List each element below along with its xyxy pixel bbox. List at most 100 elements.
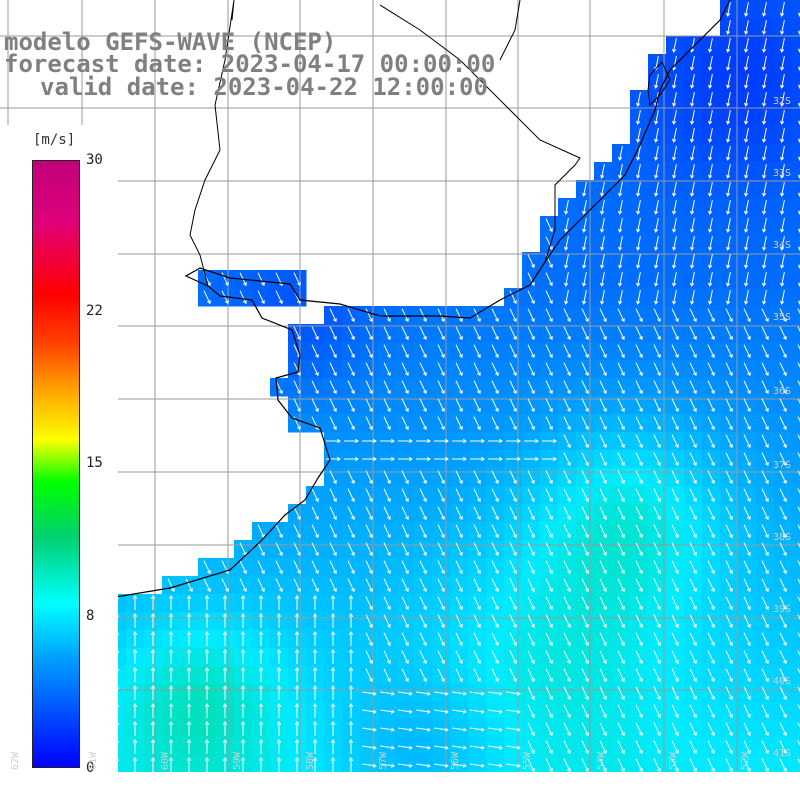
wind-arrow: [545, 560, 553, 575]
wind-arrow: [330, 685, 336, 700]
wind-arrow: [240, 757, 246, 772]
wind-arrow: [707, 758, 715, 772]
wind-arrow: [779, 668, 787, 683]
lat-label: 37S: [773, 460, 792, 471]
wind-arrow: [779, 614, 787, 629]
wind-arrow: [545, 722, 553, 737]
wind-arrow: [671, 686, 679, 701]
wind-arrow: [635, 506, 643, 521]
wind-arrow: [150, 739, 156, 754]
forecast-date: forecast date: 2023-04-17 00:00:00: [4, 50, 496, 78]
wind-arrow: [689, 542, 697, 557]
wind-arrow: [563, 596, 571, 611]
wind-arrow: [239, 290, 247, 305]
wind-arrow: [330, 631, 336, 646]
wind-arrow: [671, 326, 679, 341]
wind-arrow: [563, 578, 571, 593]
wind-arrow: [563, 470, 571, 485]
wind-arrow: [743, 740, 751, 755]
wind-arrow: [726, 38, 731, 53]
wind-arrow: [294, 703, 300, 718]
wind-arrow: [779, 758, 787, 772]
wind-arrow: [491, 614, 499, 629]
wind-arrow: [725, 650, 733, 665]
wind-arrow: [186, 613, 192, 628]
wind-arrow: [779, 326, 787, 341]
wind-arrow: [311, 578, 319, 593]
wind-arrow: [635, 308, 643, 323]
wind-arrow: [383, 416, 391, 431]
wind-arrow: [311, 362, 319, 377]
wind-arrow: [362, 763, 377, 768]
wind-arrow: [761, 668, 769, 683]
wind-arrow: [294, 685, 300, 700]
wind-arrow: [726, 182, 731, 197]
wind-arrow: [563, 524, 571, 539]
wind-arrow: [797, 326, 800, 333]
wind-arrow: [276, 613, 282, 628]
wind-arrow: [347, 380, 355, 395]
wind-map[interactable]: [0, 0, 800, 772]
wind-arrow: [797, 416, 800, 423]
wind-arrow: [563, 416, 571, 431]
wind-arrow: [398, 438, 413, 444]
wind-arrow: [617, 722, 625, 737]
wind-speed-cell: [792, 648, 800, 667]
wind-arrow: [690, 200, 695, 215]
wind-arrow: [797, 614, 800, 621]
wind-arrow: [401, 398, 409, 413]
colorbar-tick-22: 22: [86, 303, 103, 319]
wind-arrow: [401, 416, 409, 431]
wind-arrow: [276, 757, 282, 772]
wind-arrow: [581, 326, 589, 341]
wind-arrow: [473, 344, 481, 359]
wind-arrow: [617, 524, 625, 539]
wind-arrow: [581, 416, 589, 431]
wind-arrow: [312, 721, 318, 736]
wind-speed-cell: [792, 414, 800, 433]
wind-arrow: [762, 38, 767, 53]
wind-arrow: [780, 236, 785, 251]
wind-arrow: [293, 326, 301, 341]
wind-arrow: [509, 578, 517, 593]
wind-arrow: [398, 691, 413, 696]
wind-arrow: [222, 685, 228, 700]
wind-arrow: [761, 560, 769, 575]
wind-arrow: [506, 438, 521, 444]
wind-arrow: [452, 456, 467, 462]
wind-arrow: [506, 745, 521, 750]
wind-arrow: [600, 164, 605, 179]
wind-arrow: [779, 308, 787, 323]
wind-arrow: [779, 596, 787, 611]
wind-arrow: [222, 613, 228, 628]
wind-arrow: [725, 398, 733, 413]
wind-arrow: [743, 542, 751, 557]
wind-speed-cell: [792, 612, 800, 631]
wind-arrow: [437, 560, 445, 575]
wind-speed-cell: [738, 756, 757, 772]
wind-arrow: [527, 632, 535, 647]
wind-arrow: [599, 560, 607, 575]
wind-arrow: [527, 308, 535, 323]
wind-arrow: [383, 596, 391, 611]
wind-arrow: [380, 438, 395, 444]
wind-arrow: [330, 739, 336, 754]
wind-arrow: [743, 326, 751, 341]
wind-arrow: [636, 272, 641, 287]
wind-arrow: [509, 488, 517, 503]
wind-arrow: [636, 110, 641, 125]
wind-speed-cell: [792, 432, 800, 451]
wind-arrow: [581, 362, 589, 377]
wind-arrow: [437, 596, 445, 611]
wind-arrow: [671, 578, 679, 593]
wind-arrow: [653, 344, 661, 359]
wind-arrow: [779, 470, 787, 485]
wind-arrow: [257, 290, 265, 305]
wind-arrow: [330, 595, 336, 610]
wind-arrow: [563, 668, 571, 683]
wind-arrow: [600, 182, 605, 197]
wind-arrow: [671, 506, 679, 521]
wind-arrow: [654, 272, 659, 287]
wind-arrow: [599, 596, 607, 611]
map-canvas[interactable]: [0, 0, 800, 772]
